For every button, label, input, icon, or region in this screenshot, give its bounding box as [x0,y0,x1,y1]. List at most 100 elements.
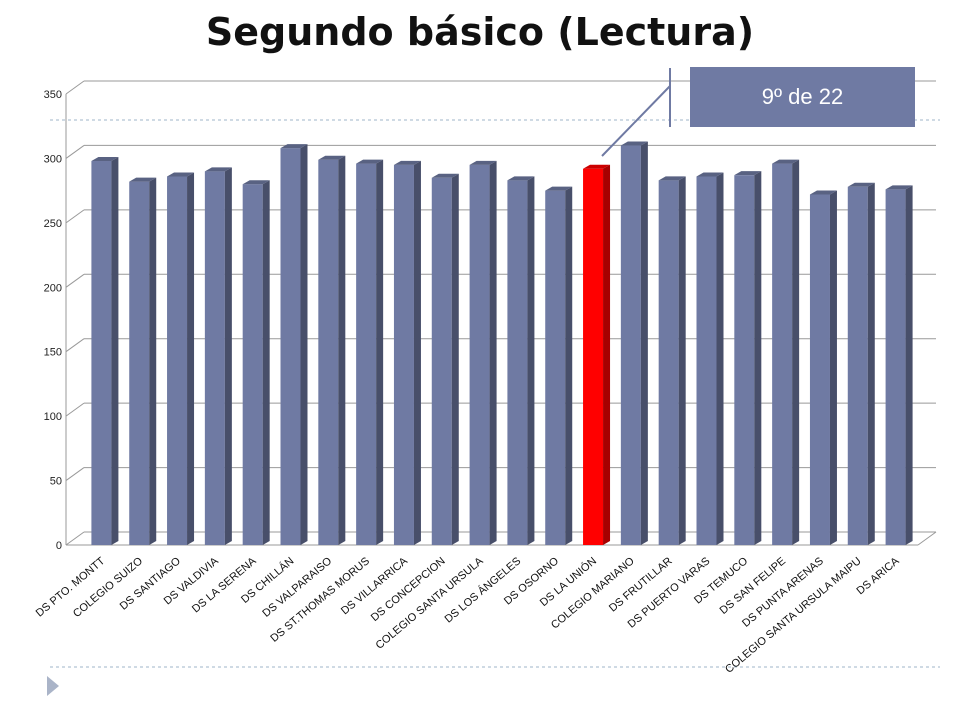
y-tick-label: 350 [44,89,62,101]
bar-top [809,190,837,195]
bar-top [545,186,573,191]
bar-side [338,155,346,545]
y-tick-label: 100 [44,411,62,423]
bar-18 [734,171,762,545]
bar-top [507,176,535,181]
bar-side [262,180,270,545]
callout-leader [601,85,671,157]
bar-front [885,189,906,545]
floor-edge [917,531,937,546]
bar-front [583,168,604,546]
bar-13 [545,186,573,545]
x-tick-label: COLEGIO SUIZO [71,555,146,620]
y-tick-label: 250 [44,218,62,230]
bar-8 [356,159,384,545]
slide-bullet-icon [47,676,59,696]
bar-top [658,176,686,181]
bar-side [829,190,837,545]
bar-2 [129,177,157,545]
bar-21 [847,182,875,545]
bar-9 [393,160,421,545]
bar-side [640,141,648,546]
bar-10 [431,173,459,545]
bar-front [847,186,868,545]
bar-top [431,173,459,178]
bar-front [696,176,717,545]
bar-front [809,194,830,545]
bar-front [356,163,377,545]
bar-side [678,176,686,545]
bar-side [867,182,875,545]
bar-top [356,159,384,164]
bar-front [204,171,225,546]
bar-front [620,145,641,546]
bar-front [242,184,263,545]
y-tick-label: 50 [50,476,62,488]
y-tick-label: 300 [44,153,62,165]
bar-side [413,160,421,545]
bar-side [224,167,232,546]
bar-top [242,180,270,185]
bar-front [507,180,528,545]
bar-20 [809,190,837,545]
x-tick-label: DS LA SERENA [190,555,259,616]
bar-top [583,164,611,169]
bar-14 [583,164,611,546]
y-tick-label: 0 [56,540,62,552]
bar-7 [318,155,346,545]
bar-17 [696,172,724,545]
rank-callout: 9º de 22 [690,67,915,127]
bar-4 [204,167,232,546]
bar-22 [885,185,913,545]
x-tick-label: COLEGIO SANTA URSULA MAIPU [723,555,864,676]
bar-top [772,159,800,164]
bar-top [620,141,648,146]
bar-side [111,157,119,545]
bar-top [318,155,346,160]
bar-15 [620,141,648,546]
bar-front [129,181,150,545]
bar-side [489,160,497,545]
bar-front [91,161,112,545]
bar-6 [280,144,308,545]
gridlines [65,80,937,546]
bar-12 [507,176,535,545]
bar-front [431,177,452,545]
bar-front [393,164,414,545]
bar-front [318,159,339,545]
bar-5 [242,180,270,545]
bars [91,141,913,546]
gridline-side [65,467,85,481]
gridline-side [65,273,85,288]
bar-side [905,185,913,545]
bar-front [280,148,301,545]
x-tick-label: DS VILLARRICA [339,555,410,618]
bar-side [603,164,611,546]
bar-side [792,159,800,545]
x-tick-label: DS ARICA [854,555,902,598]
gridline-side [65,80,85,95]
bar-11 [469,160,497,545]
bar-3 [167,172,195,545]
bar-top [847,182,875,187]
bar-top [167,172,195,177]
bar-top [91,157,119,162]
y-tick-label: 200 [44,282,62,294]
gridline-side [65,338,85,353]
gridline-side [65,402,85,417]
bar-front [469,164,490,545]
bar-side [300,144,308,545]
bar-front [772,163,793,545]
bar-side [149,177,157,545]
gridline-side [65,531,85,546]
x-tick-label: DS SAN FELIPE [718,555,788,617]
bar-top [129,177,157,182]
bar-front [167,176,188,545]
bar-top [204,167,232,172]
bar-16 [658,176,686,545]
bar-side [565,186,573,545]
bar-side [527,176,535,545]
bar-front [658,180,679,545]
